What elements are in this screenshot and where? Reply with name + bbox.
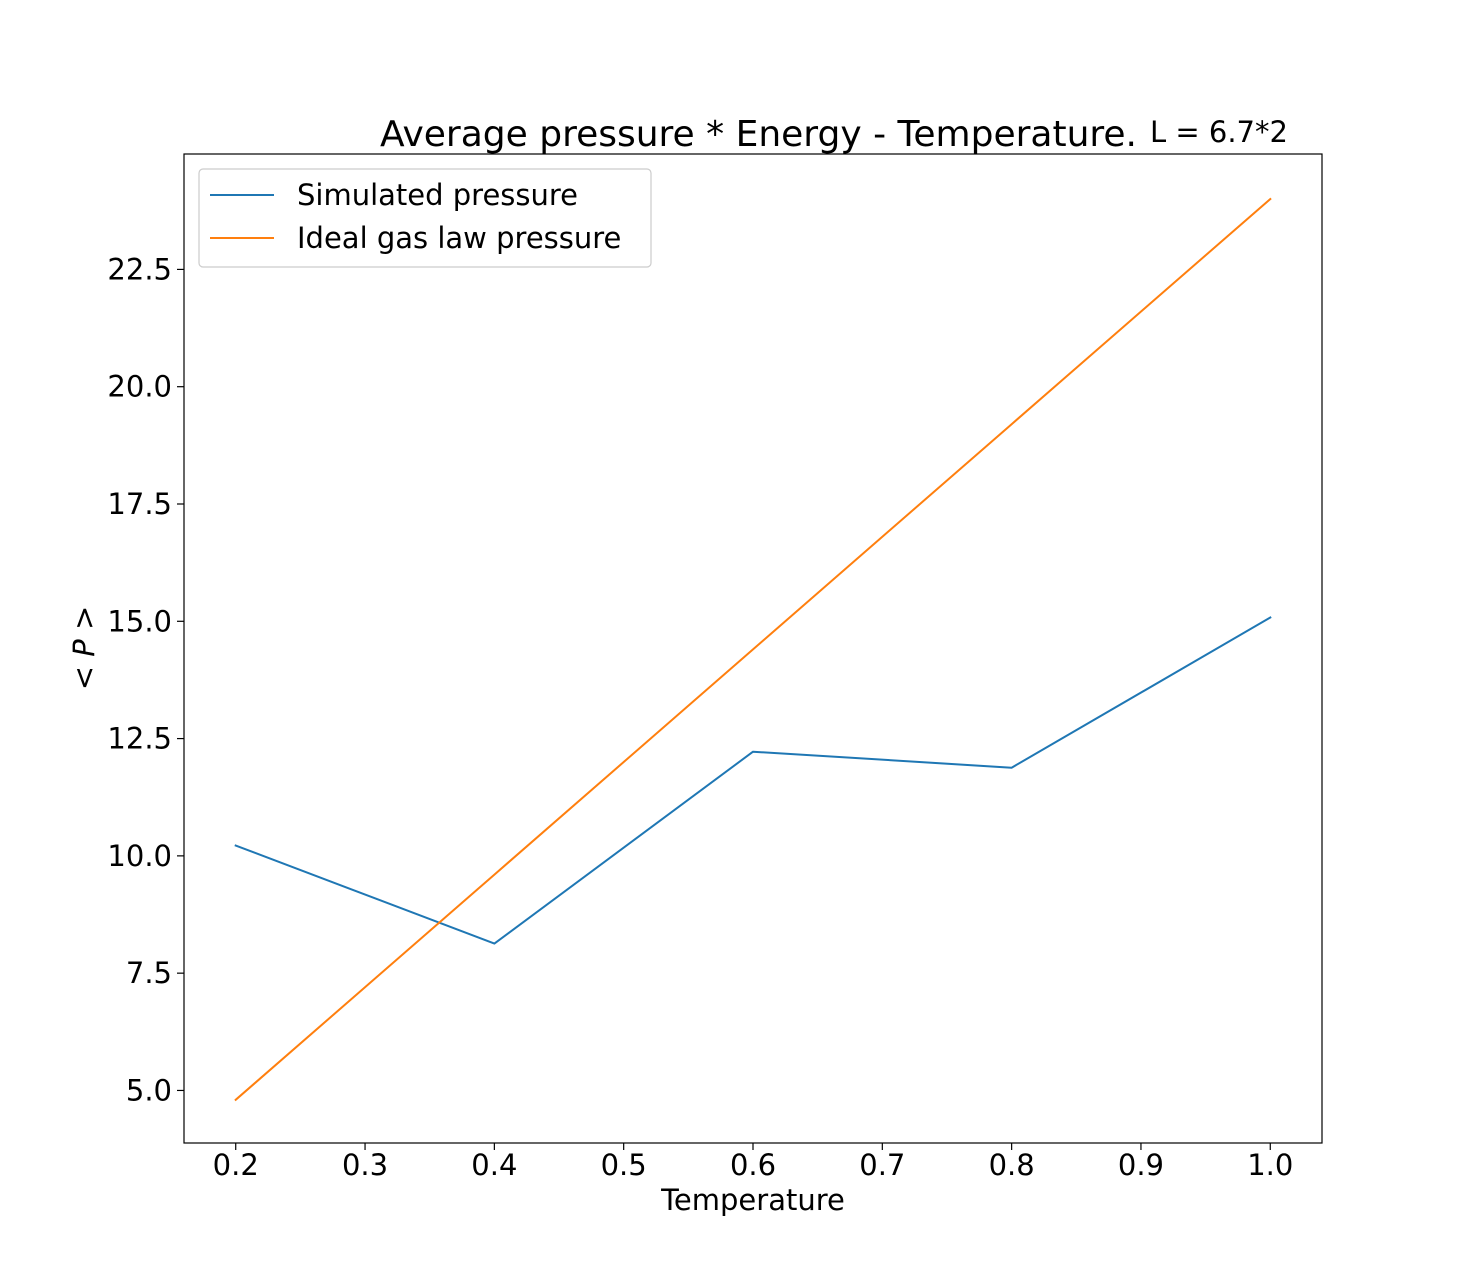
x-tick-label: 1.0 <box>1247 1148 1293 1182</box>
series-layer <box>234 197 1272 1102</box>
y-tick-label: 17.5 <box>107 487 172 521</box>
legend-label-ideal-gas: Ideal gas law pressure <box>297 221 621 255</box>
y-tick-label: 15.0 <box>107 604 172 638</box>
x-tick-label: 0.5 <box>601 1148 647 1182</box>
x-tick-label: 0.6 <box>730 1148 776 1182</box>
legend: Simulated pressure Ideal gas law pressur… <box>198 168 652 268</box>
y-tick-label: 10.0 <box>107 839 172 873</box>
chart-title: Average pressure * Energy - Temperature. <box>380 114 1137 155</box>
y-tick-label: 22.5 <box>107 252 172 286</box>
x-axis-label: Temperature <box>660 1183 845 1217</box>
y-tick-label: 20.0 <box>107 370 172 404</box>
chart-subtitle: L = 6.7*2 <box>1150 115 1288 149</box>
x-tick-label: 0.4 <box>471 1148 517 1182</box>
series-line-0 <box>234 616 1272 945</box>
x-tick-label: 0.7 <box>859 1148 905 1182</box>
legend-label-simulated: Simulated pressure <box>297 178 578 212</box>
y-tick-label: 7.5 <box>126 956 172 990</box>
x-tick-label: 0.2 <box>213 1148 259 1182</box>
y-axis-ticks: 5.0 7.5 10.0 12.5 15.0 17.5 20.0 22.5 <box>107 252 184 1107</box>
x-tick-label: 0.9 <box>1118 1148 1164 1182</box>
x-tick-label: 0.3 <box>342 1148 388 1182</box>
x-axis-ticks: 0.2 0.3 0.4 0.5 0.6 0.7 0.8 0.9 1.0 <box>213 1143 1293 1182</box>
series-line-1 <box>234 197 1272 1102</box>
legend-box <box>198 168 652 268</box>
y-tick-label: 5.0 <box>126 1073 172 1107</box>
x-tick-label: 0.8 <box>989 1148 1035 1182</box>
y-tick-label: 12.5 <box>107 722 172 756</box>
y-axis-label: < P > <box>67 606 101 691</box>
